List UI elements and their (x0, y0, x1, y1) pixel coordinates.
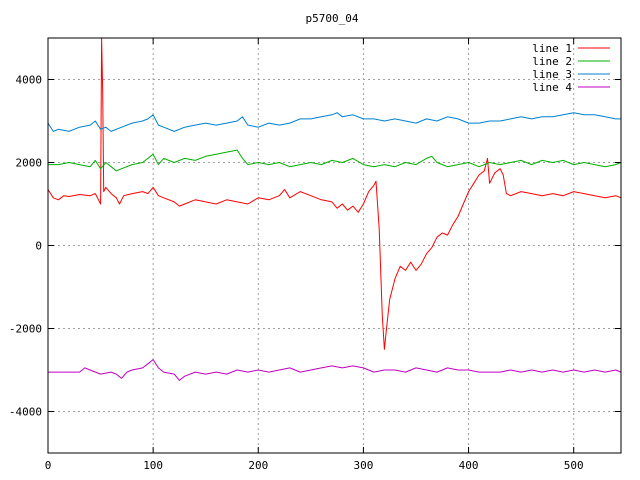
legend-label-1: line 1 (532, 42, 572, 55)
tick-layer: 0 100 200 300 400 500 -4000 -2000 0 2000 4000 (9, 38, 621, 472)
series-layer (47, 37, 622, 381)
y-tick-label: 0 (35, 240, 42, 253)
x-tick-label: 0 (45, 459, 52, 472)
legend-label-4: line 4 (532, 81, 572, 94)
x-tick-label: 300 (353, 459, 373, 472)
series-line-2 (48, 149, 622, 172)
y-tick-label: -2000 (9, 323, 42, 336)
series-line-3 (47, 112, 621, 132)
legend-label-3: line 3 (532, 68, 572, 81)
x-tick-label: 200 (248, 459, 268, 472)
series-line-1 (47, 37, 622, 350)
x-tick-label: 400 (459, 459, 479, 472)
y-tick-label: 2000 (16, 157, 43, 170)
series-line-4 (48, 359, 622, 381)
chart-title: p5700_04 (306, 12, 359, 25)
x-tick-label: 100 (143, 459, 163, 472)
y-tick-label: -4000 (9, 406, 42, 419)
grid-layer (48, 38, 621, 453)
legend-label-2: line 2 (532, 55, 572, 68)
x-tick-label: 500 (564, 459, 584, 472)
y-tick-label: 4000 (16, 74, 43, 87)
